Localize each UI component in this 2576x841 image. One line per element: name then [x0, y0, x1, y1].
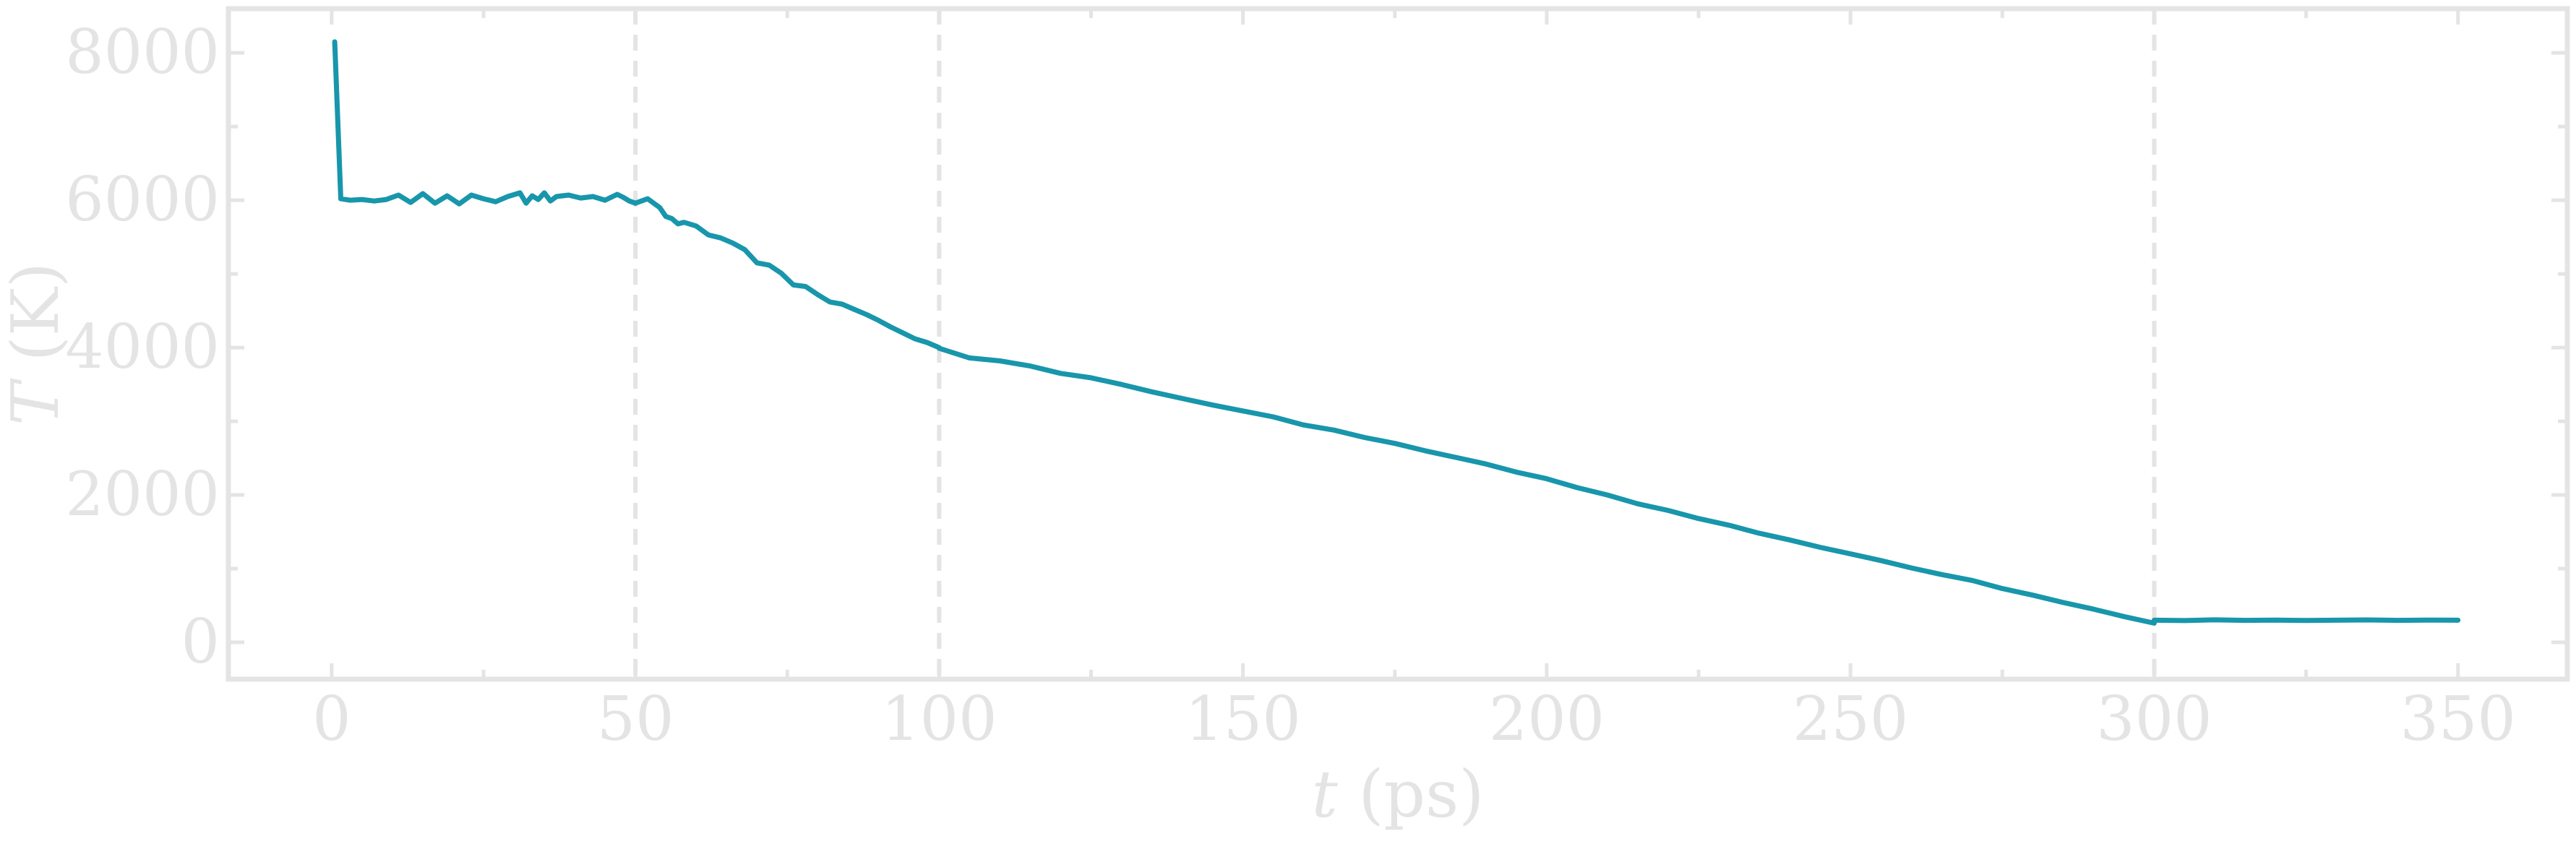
x-tick-label: 200 — [1489, 683, 1605, 754]
minor-ticks — [228, 9, 2567, 679]
reference-lines — [633, 9, 2157, 679]
y-tick-label: 0 — [181, 606, 220, 677]
x-axis-label: t (ps) — [1312, 756, 1485, 832]
x-tick-label: 150 — [1185, 683, 1300, 754]
x-tick-label: 300 — [2096, 683, 2212, 754]
y-tick-label: 8000 — [65, 17, 220, 87]
x-tick-labels: 0 50 100 150 200 250 300 350 — [312, 683, 2516, 754]
y-axis-unit: (K) — [0, 262, 74, 382]
x-tick-label: 50 — [597, 683, 674, 754]
x-tick-label: 100 — [881, 683, 997, 754]
x-tick-label: 350 — [2400, 683, 2516, 754]
major-ticks — [228, 9, 2567, 679]
x-axis-unit: (ps) — [1338, 756, 1485, 832]
x-tick-label: 0 — [312, 683, 351, 754]
y-tick-label: 2000 — [65, 459, 220, 530]
series-layer — [332, 39, 2461, 626]
y-axis-variable: T — [0, 378, 74, 426]
series-line-segment-4 — [2151, 617, 2461, 624]
series-line-segment-3 — [936, 345, 2157, 626]
x-axis-variable: t — [1312, 756, 1339, 832]
x-tick-label: 250 — [1793, 683, 1908, 754]
y-tick-label: 4000 — [65, 311, 220, 382]
y-tick-labels: 0 2000 4000 6000 8000 — [65, 17, 220, 677]
y-axis-label: T (K) — [0, 262, 74, 426]
series-line-segment-1 — [332, 39, 638, 207]
plot-frame — [226, 6, 2570, 682]
y-tick-label: 6000 — [65, 164, 220, 235]
series-line-segment-2 — [632, 196, 942, 350]
